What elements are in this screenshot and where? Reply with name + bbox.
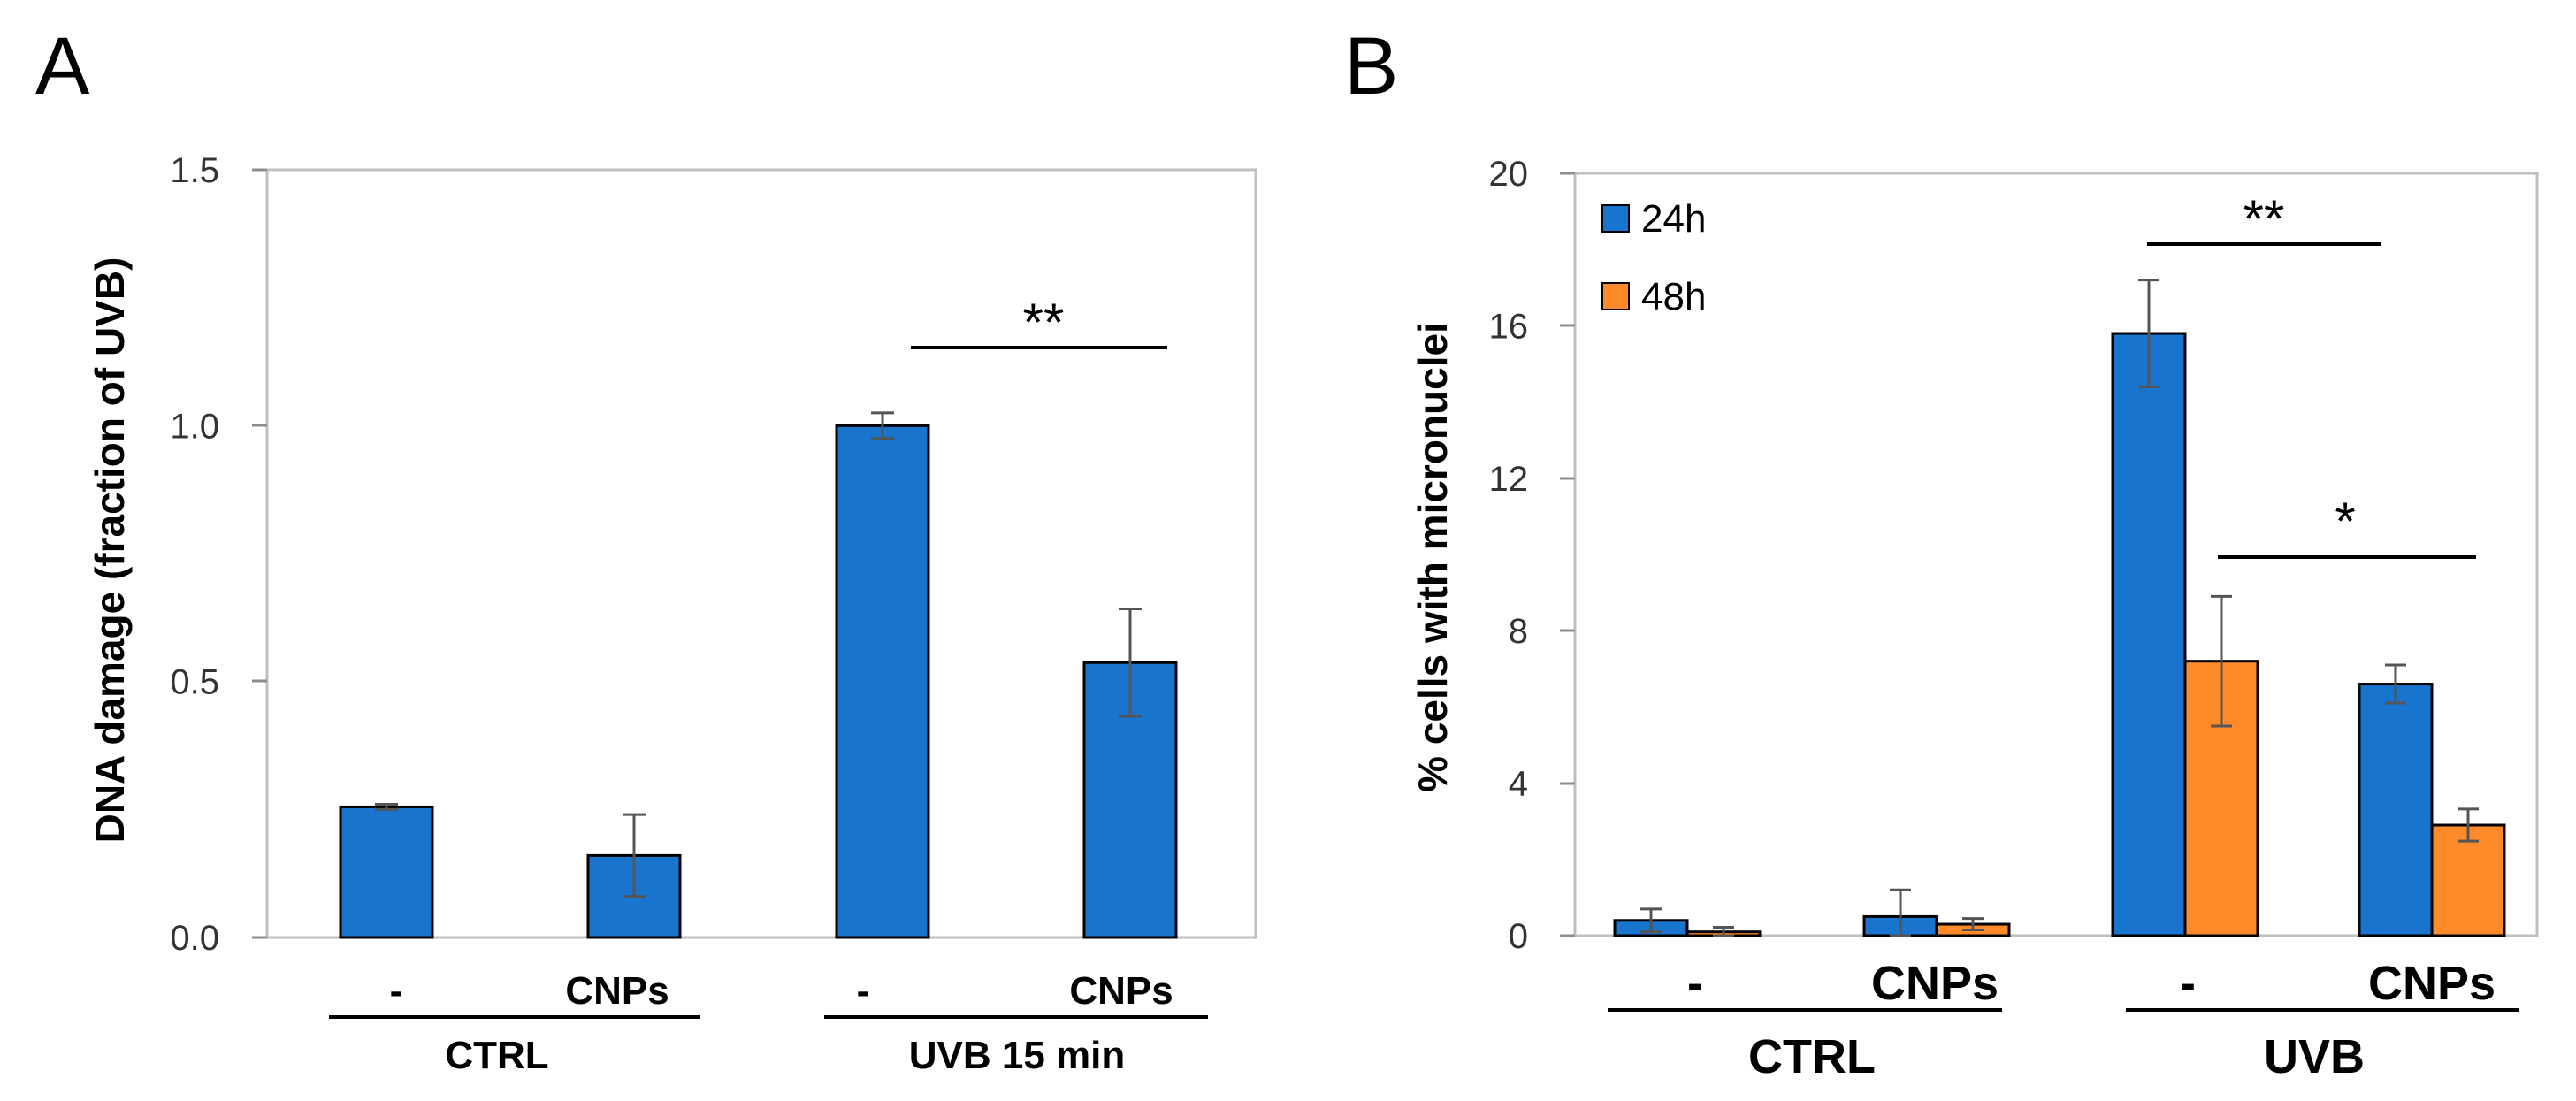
legend-label-24h: 24h: [1641, 197, 1706, 241]
bar-a: [1082, 661, 1178, 939]
y-tick-label-b: 16: [1489, 307, 1529, 346]
category-label-b: CNPs: [1871, 957, 1999, 1010]
bar-b-24h: [2111, 332, 2187, 937]
legend-b: 24h 48h: [1601, 197, 1706, 318]
y-axis-label-b: % cells with micronuclei: [1410, 322, 1456, 792]
y-axis-label-a: DNA damage (fraction of UVB): [87, 257, 133, 844]
group-label-ctrl-b: CTRL: [1748, 1030, 1876, 1083]
y-tick-label-a: 1.0: [170, 407, 219, 446]
y-tick-label-a: 1.5: [170, 151, 219, 190]
bar-a: [835, 424, 930, 939]
group-label-uvb-a: UVB 15 min: [909, 1034, 1126, 1077]
y-tick-label-b: 8: [1509, 612, 1528, 651]
y-tick-label-b: 20: [1489, 155, 1529, 194]
legend-swatch-24h: [1601, 204, 1630, 233]
plot-area-a: [265, 168, 1257, 939]
y-tick-label-a: 0.0: [170, 919, 219, 958]
significance-label-b-48h: *: [2335, 492, 2355, 551]
bar-a: [339, 805, 434, 939]
category-label-b: -: [1687, 957, 1703, 1010]
significance-label-b-24h: **: [2243, 189, 2285, 248]
y-tick-label-b: 12: [1489, 460, 1529, 499]
y-tick-label-b: 0: [1509, 917, 1528, 956]
panel-a-marks: 0.0 0.5 1.0 1.5 - CNPs - CNPs: [170, 151, 1178, 1013]
category-label-a: -: [390, 969, 403, 1013]
bar-b-48h: [2430, 823, 2506, 937]
panel-letter-b: B: [1344, 21, 1398, 111]
category-label-b: CNPs: [2368, 957, 2496, 1010]
group-label-uvb-b: UVB: [2264, 1030, 2365, 1083]
category-label-a: CNPs: [1069, 969, 1173, 1013]
category-label-b: -: [2180, 957, 2196, 1010]
panel-b-marks: 0 4 8 12 16 20 - CNPs - CNPs: [1489, 155, 2506, 1010]
group-label-ctrl-a: CTRL: [445, 1034, 548, 1077]
y-tick-label-b: 4: [1509, 765, 1528, 804]
panel-letter-a: A: [35, 21, 90, 111]
bar-b-24h: [2358, 683, 2434, 937]
legend-label-48h: 48h: [1641, 275, 1706, 318]
significance-label-a: **: [1023, 293, 1065, 352]
plot-area-b: [1573, 172, 2539, 937]
y-tick-label-a: 0.5: [170, 663, 219, 702]
category-label-a: CNPs: [565, 969, 669, 1013]
category-label-a: -: [857, 969, 870, 1013]
legend-swatch-48h: [1601, 282, 1630, 310]
